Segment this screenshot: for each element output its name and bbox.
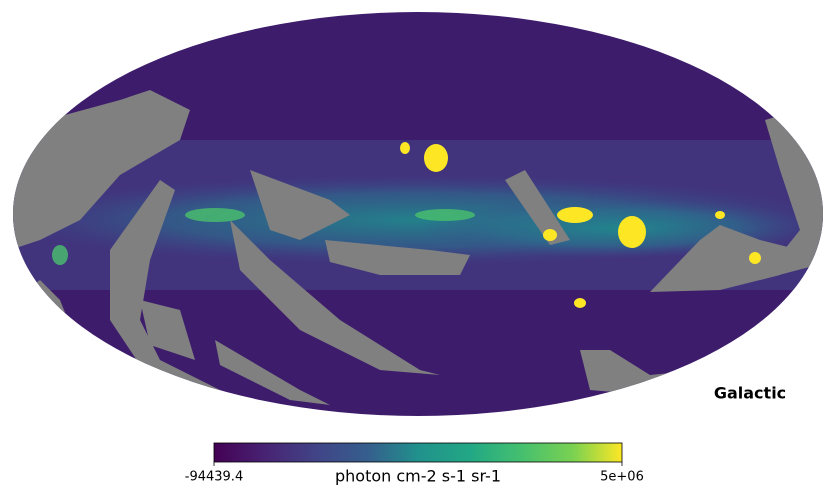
colorbar-tick-label: 5e+06 <box>600 470 644 485</box>
bright-source <box>52 208 475 265</box>
colorbar <box>213 442 623 463</box>
sky-map <box>13 12 823 416</box>
bright-source <box>400 142 761 308</box>
colorbar-label: photon cm-2 s-1 sr-1 <box>335 467 501 486</box>
coord-label: Galactic <box>714 384 786 403</box>
colorbar-tick-label: -94439.4 <box>185 470 243 485</box>
